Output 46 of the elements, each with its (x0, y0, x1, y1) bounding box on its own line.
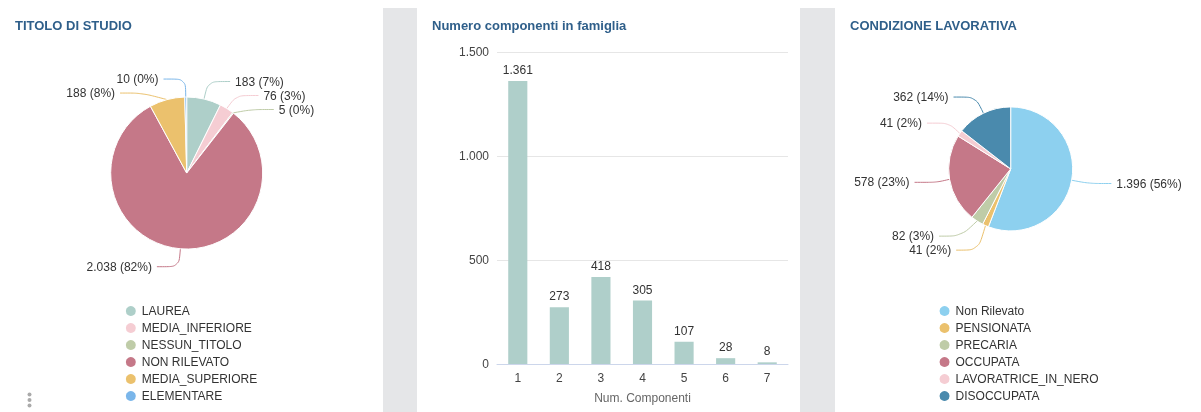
legend-label: Non Rilevato (955, 304, 1025, 318)
y-tick-label: 1.000 (458, 149, 490, 163)
x-tick-label: 1 (514, 371, 522, 385)
legend-label: LAVORATRICE_IN_NERO (955, 372, 1099, 386)
data-label: 578 (23%) (854, 175, 910, 190)
legend-label: PRECARIA (955, 338, 1017, 352)
data-label: 5 (0%) (278, 102, 315, 117)
data-label: 28 (718, 340, 733, 355)
data-label: 1.396 (56%) (1116, 176, 1182, 191)
data-label: 418 (590, 259, 612, 274)
data-label: 183 (7%) (235, 74, 284, 89)
x-tick-label: 7 (763, 371, 771, 385)
chart-title: CONDIZIONE LAVORATIVA (850, 18, 1018, 33)
data-label: 82 (3%) (892, 229, 935, 244)
data-label: 188 (8%) (66, 86, 116, 101)
data-label: 76 (3%) (263, 88, 306, 103)
x-tick-label: 5 (680, 371, 688, 385)
y-tick-label: 1.500 (458, 45, 490, 59)
data-label: 1.361 (502, 62, 534, 77)
legend-label: ELEMENTARE (141, 389, 223, 403)
x-tick-label: 6 (722, 371, 730, 385)
chart-title: TITOLO DI STUDIO (15, 18, 132, 33)
x-axis-title: Num. Componenti (594, 391, 691, 405)
data-label: 273 (549, 289, 570, 304)
chart-title: Numero componenti in famiglia (432, 18, 628, 33)
legend-label: OCCUPATA (955, 355, 1020, 369)
data-label: 2.038 (82%) (86, 259, 152, 274)
y-tick-label: 0 (482, 357, 490, 371)
legend-label: MEDIA_SUPERIORE (141, 372, 258, 386)
legend-label: MEDIA_INFERIORE (141, 321, 252, 335)
legend-label: NESSUN_TITOLO (141, 338, 242, 352)
legend-label: NON RILEVATO (141, 355, 230, 369)
data-label: 8 (763, 344, 771, 359)
legend-label: DISOCCUPATA (955, 389, 1040, 403)
data-label: 107 (674, 323, 695, 338)
data-label: 305 (632, 282, 653, 297)
data-label: 362 (14%) (893, 90, 949, 105)
legend-label: PENSIONATA (955, 321, 1032, 335)
x-tick-label: 3 (597, 371, 605, 385)
x-tick-label: 4 (639, 371, 647, 385)
data-label: 41 (2%) (879, 116, 922, 131)
data-label: 41 (2%) (909, 243, 952, 258)
data-label: 10 (0%) (116, 72, 159, 87)
x-tick-label: 2 (556, 371, 564, 385)
y-tick-label: 500 (468, 253, 490, 267)
legend-label: LAUREA (141, 304, 190, 318)
